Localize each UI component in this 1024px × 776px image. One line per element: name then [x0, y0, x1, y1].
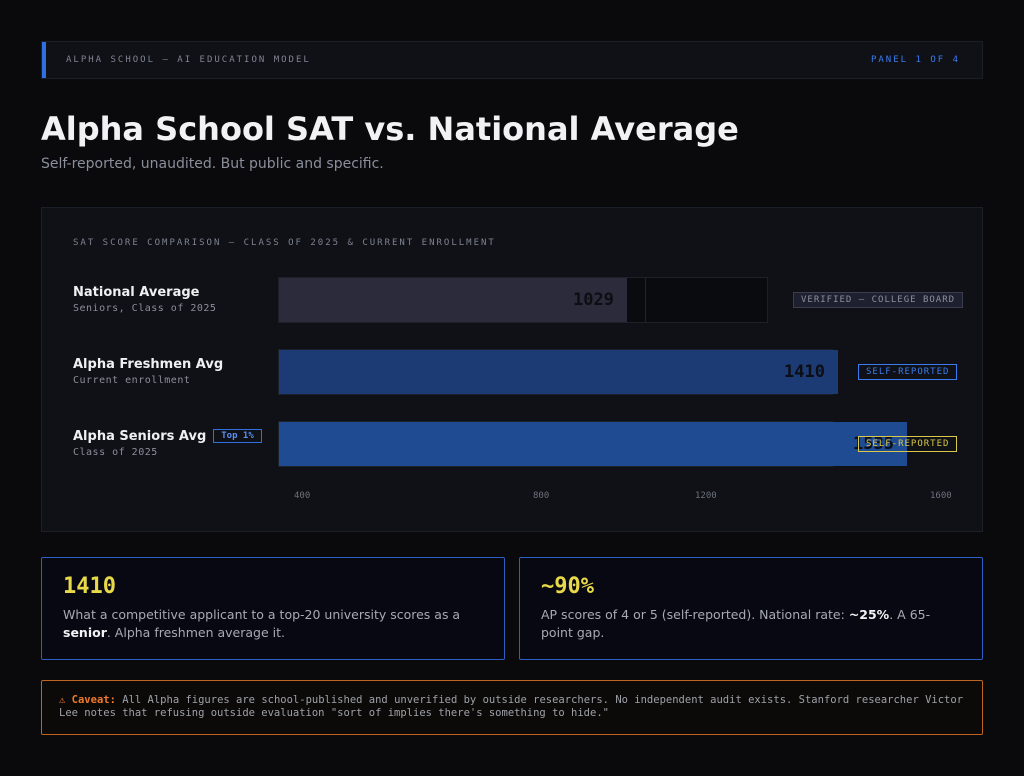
stat-description: What a competitive applicant to a top-20… — [63, 606, 480, 642]
bar-track: 1029 — [278, 277, 768, 323]
stat-text: AP scores of 4 or 5 (self-reported). Nat… — [541, 607, 849, 622]
bar-track: 1535 — [278, 421, 907, 467]
caveat-body: All Alpha figures are school-published a… — [59, 694, 964, 719]
category-sublabel: Current enrollment — [73, 375, 191, 386]
stat-text: . A 65-point gap. — [541, 607, 931, 640]
row-label-seniors: Alpha Seniors Avg Top 1% Class of 2025 — [73, 429, 262, 458]
category-label-row: Alpha Seniors Avg Top 1% — [73, 429, 262, 444]
category-sublabel: Class of 2025 — [73, 447, 158, 458]
category-label: Alpha Seniors Avg — [73, 429, 207, 444]
stat-emphasis: senior — [63, 625, 107, 640]
stat-value: ~90% — [541, 574, 594, 599]
row-label-freshmen: Alpha Freshmen Avg Current enrollment — [73, 357, 223, 386]
top-bar: ALPHA SCHOOL — AI EDUCATION MODEL PANEL … — [41, 41, 983, 79]
caveat-text: ⚠ Caveat: All Alpha figures are school-p… — [59, 694, 968, 720]
status-badge-verified: VERIFIED — COLLEGE BOARD — [793, 292, 964, 308]
status-badge-self-reported: SELF-REPORTED — [858, 436, 958, 452]
category-sublabel: Seniors, Class of 2025 — [73, 303, 217, 314]
x-tick-label: 1600 — [930, 491, 952, 501]
data-label: 1535 — [853, 434, 894, 454]
stat-description: AP scores of 4 or 5 (self-reported). Nat… — [541, 606, 958, 642]
category-label: Alpha Freshmen Avg — [73, 357, 224, 372]
accent-stripe — [42, 42, 46, 78]
caveat-box: ⚠ Caveat: All Alpha figures are school-p… — [41, 680, 983, 735]
page-title: Alpha School SAT vs. National Average — [41, 110, 739, 148]
chart-title: SAT SCORE COMPARISON — CLASS OF 2025 & C… — [73, 238, 496, 248]
stat-text: . Alpha freshmen average it. — [106, 625, 285, 640]
bar-alpha-seniors — [279, 422, 907, 466]
stat-card-sat: 1410 What a competitive applicant to a t… — [41, 557, 505, 660]
page-subtitle: Self-reported, unaudited. But public and… — [41, 156, 384, 172]
stat-emphasis: ~25% — [848, 607, 890, 622]
row-label-national: National Average Seniors, Class of 2025 — [73, 285, 216, 314]
warning-icon: ⚠ — [59, 694, 66, 706]
stat-card-ap: ~90% AP scores of 4 or 5 (self-reported)… — [519, 557, 983, 660]
bar-alpha-freshmen — [279, 350, 838, 394]
status-badge-self-reported: SELF-REPORTED — [858, 364, 958, 380]
caveat-label: Caveat: — [71, 694, 116, 706]
x-tick-label: 400 — [294, 491, 311, 501]
header-label: ALPHA SCHOOL — AI EDUCATION MODEL — [66, 55, 311, 65]
stat-value: 1410 — [63, 574, 116, 599]
track-divider — [645, 278, 646, 322]
top-percent-badge: Top 1% — [213, 429, 262, 443]
data-label: 1410 — [784, 362, 825, 382]
category-label: National Average — [73, 285, 200, 300]
x-tick-label: 800 — [533, 491, 550, 501]
chart-panel: SAT SCORE COMPARISON — CLASS OF 2025 & C… — [41, 207, 983, 532]
x-tick-label: 1200 — [695, 491, 717, 501]
bar-track: 1410 — [278, 349, 838, 395]
bar-national-average — [279, 278, 627, 322]
panel-indicator: PANEL 1 OF 4 — [870, 55, 960, 65]
stat-text: What a competitive applicant to a top-20… — [63, 607, 461, 622]
data-label: 1029 — [573, 290, 614, 310]
